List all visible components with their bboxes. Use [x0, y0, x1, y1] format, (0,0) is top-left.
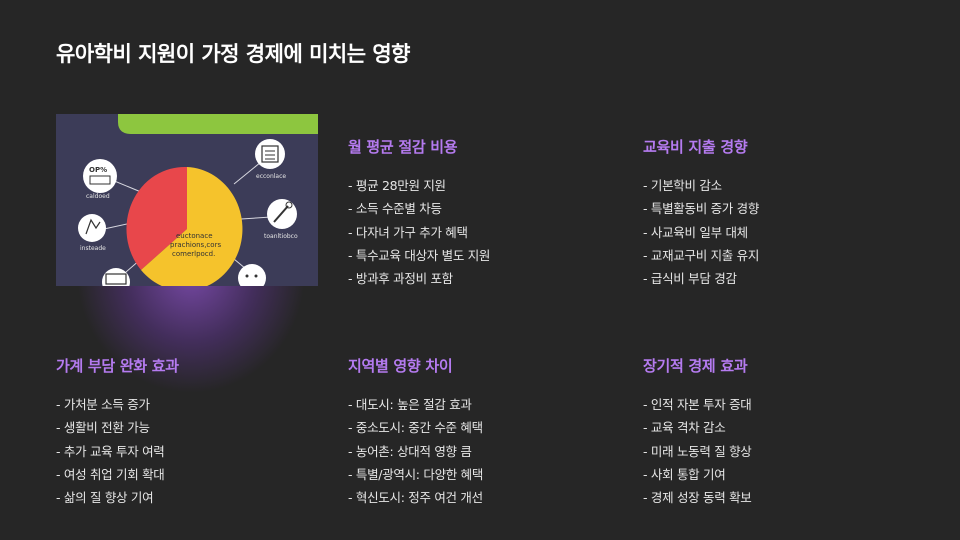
section-heading: 가계 부담 완화 효과	[56, 357, 179, 375]
ecconlace-label: ecconlace	[256, 173, 286, 180]
center-text-2: prachions,cors	[170, 241, 221, 249]
list-item: 인적 자본 투자 증대	[643, 393, 903, 416]
list-item: 교재교구비 지출 유지	[643, 244, 903, 267]
percent-icon-label: OP%	[89, 166, 107, 174]
list-item: 사교육비 일부 대체	[643, 221, 903, 244]
list-item: 여성 취업 기회 확대	[56, 463, 316, 486]
list-item: 교육 격차 감소	[643, 416, 903, 439]
list-item: 급식비 부담 경감	[643, 267, 903, 290]
infographic-image: euctonace prachions,cors comerlpocd. OP%…	[56, 114, 318, 286]
bullet-list: 가처분 소득 증가 생활비 전환 가능 추가 교육 투자 여력 여성 취업 기회…	[56, 393, 316, 509]
list-item: 특수교육 대상자 별도 지원	[348, 244, 608, 267]
list-item: 생활비 전환 가능	[56, 416, 316, 439]
caldoed-label: caldoed	[86, 193, 110, 200]
list-item: 특별/광역시: 다양한 혜택	[348, 463, 608, 486]
list-item: 소득 수준별 차등	[348, 197, 608, 220]
list-item: 경제 성장 동력 확보	[643, 486, 903, 509]
list-item: 다자녀 가구 추가 혜택	[348, 221, 608, 244]
list-item: 평균 28만원 지원	[348, 174, 608, 197]
face-icon	[238, 264, 266, 286]
toanltiobco-label: toanltiobco	[264, 233, 298, 240]
section-regional-differences: 지역별 영향 차이 대도시: 높은 절감 효과 중소도시: 중간 수준 혜택 농…	[348, 355, 608, 509]
document-icon	[255, 139, 285, 169]
section-education-spending: 교육비 지출 경향 기본학비 감소 특별활동비 증가 경향 사교육비 일부 대체…	[643, 136, 903, 290]
list-item: 삶의 질 향상 기여	[56, 486, 316, 509]
section-heading: 교육비 지출 경향	[643, 138, 748, 156]
box-icon	[102, 268, 130, 286]
bullet-list: 인적 자본 투자 증대 교육 격차 감소 미래 노동력 질 향상 사회 통합 기…	[643, 393, 903, 509]
section-heading: 장기적 경제 효과	[643, 357, 748, 375]
bullet-list: 기본학비 감소 특별활동비 증가 경향 사교육비 일부 대체 교재교구비 지출 …	[643, 174, 903, 290]
section-heading: 월 평균 절감 비용	[348, 138, 458, 156]
bullet-list: 대도시: 높은 절감 효과 중소도시: 중간 수준 혜택 농어촌: 상대적 영향…	[348, 393, 608, 509]
page-title: 유아학비 지원이 가정 경제에 미치는 영향	[56, 42, 411, 66]
insteade-label: insteade	[80, 245, 106, 252]
section-heading: 지역별 영향 차이	[348, 357, 453, 375]
list-item: 혁신도시: 정주 여건 개선	[348, 486, 608, 509]
list-item: 대도시: 높은 절감 효과	[348, 393, 608, 416]
tool-icon	[267, 199, 297, 229]
list-item: 가처분 소득 증가	[56, 393, 316, 416]
section-monthly-savings: 월 평균 절감 비용 평균 28만원 지원 소득 수준별 차등 다자녀 가구 추…	[348, 136, 608, 290]
list-item: 농어촌: 상대적 영향 큼	[348, 440, 608, 463]
bullet-list: 평균 28만원 지원 소득 수준별 차등 다자녀 가구 추가 혜택 특수교육 대…	[348, 174, 608, 290]
center-text-3: comerlpocd.	[172, 250, 215, 258]
list-item: 기본학비 감소	[643, 174, 903, 197]
center-text-1: euctonace	[176, 232, 213, 240]
section-long-term-effects: 장기적 경제 효과 인적 자본 투자 증대 교육 격차 감소 미래 노동력 질 …	[643, 355, 903, 509]
list-item: 특별활동비 증가 경향	[643, 197, 903, 220]
list-item: 추가 교육 투자 여력	[56, 440, 316, 463]
list-item: 사회 통합 기여	[643, 463, 903, 486]
list-item: 미래 노동력 질 향상	[643, 440, 903, 463]
list-item: 중소도시: 중간 수준 혜택	[348, 416, 608, 439]
list-item: 방과후 과정비 포함	[348, 267, 608, 290]
section-household-relief: 가계 부담 완화 효과 가처분 소득 증가 생활비 전환 가능 추가 교육 투자…	[56, 355, 316, 509]
person-icon	[78, 214, 106, 242]
percent-icon: OP%	[83, 159, 117, 193]
